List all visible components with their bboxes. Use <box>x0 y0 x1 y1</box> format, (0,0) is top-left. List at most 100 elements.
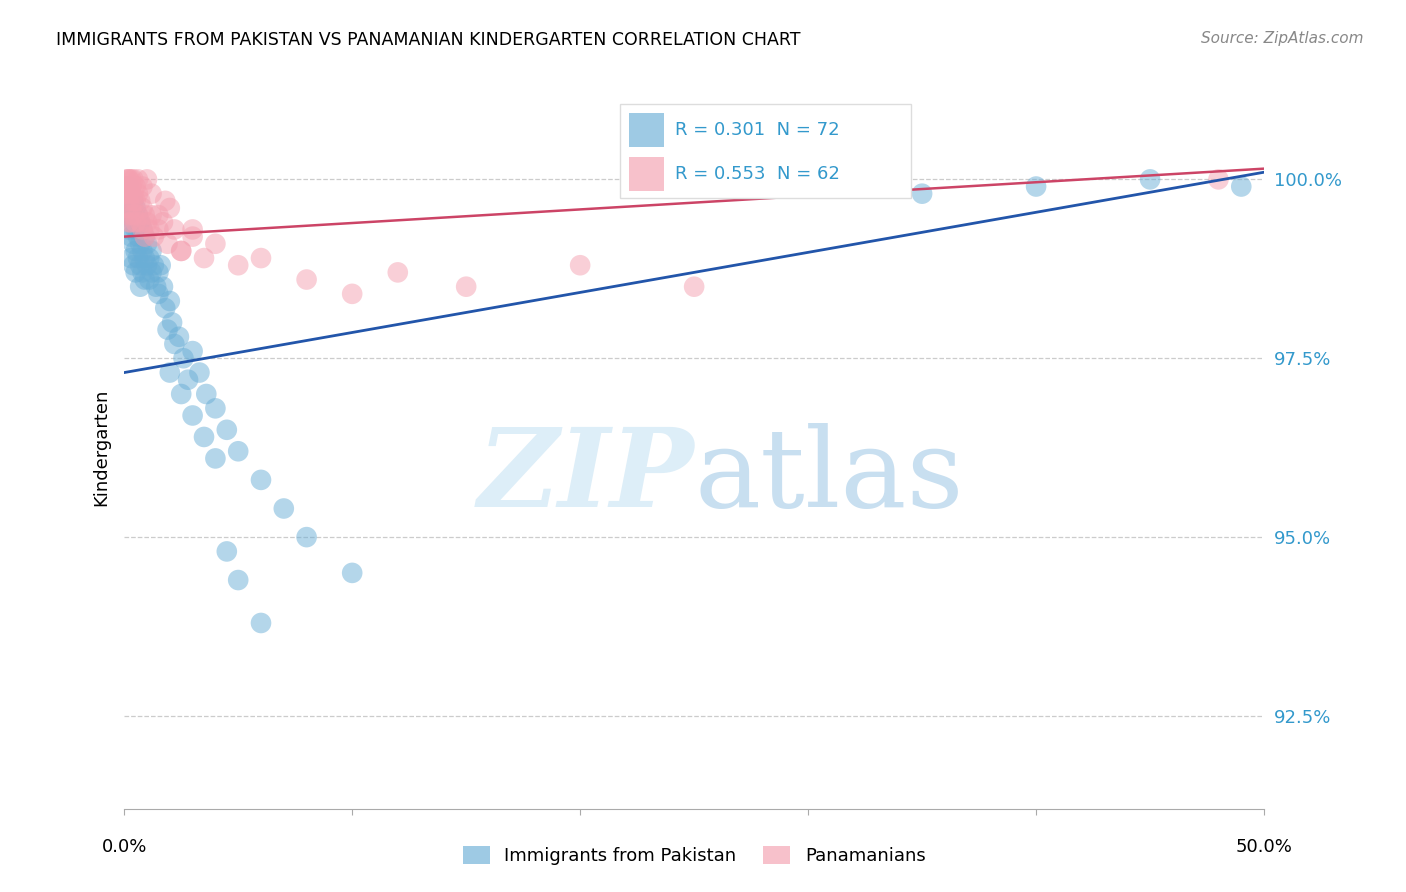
Point <box>129 258 152 272</box>
Point <box>163 222 186 236</box>
Point <box>215 423 238 437</box>
Point <box>683 279 706 293</box>
Point <box>124 179 146 194</box>
Point <box>129 236 152 251</box>
Point <box>160 316 183 330</box>
Point <box>1230 179 1253 194</box>
Point <box>131 179 153 194</box>
Point <box>120 172 142 186</box>
Point <box>131 201 153 215</box>
Point <box>127 172 149 186</box>
Point <box>118 215 141 229</box>
Point <box>193 430 215 444</box>
Point <box>120 229 142 244</box>
Point <box>226 258 249 272</box>
Point <box>136 258 159 272</box>
Point <box>569 258 592 272</box>
Point <box>122 258 145 272</box>
Point <box>141 186 163 201</box>
Point <box>129 215 152 229</box>
Point <box>122 186 145 201</box>
Point <box>204 401 226 416</box>
Point <box>159 366 181 380</box>
Text: IMMIGRANTS FROM PAKISTAN VS PANAMANIAN KINDERGARTEN CORRELATION CHART: IMMIGRANTS FROM PAKISTAN VS PANAMANIAN K… <box>56 31 801 49</box>
Legend: Immigrants from Pakistan, Panamanians: Immigrants from Pakistan, Panamanians <box>456 838 932 872</box>
Point <box>120 186 142 201</box>
Point <box>148 265 170 279</box>
Point <box>295 530 318 544</box>
Point <box>115 179 138 194</box>
Point <box>134 229 156 244</box>
Point <box>118 208 141 222</box>
Point <box>118 179 141 194</box>
Point <box>181 229 204 244</box>
Point <box>136 215 159 229</box>
Text: 50.0%: 50.0% <box>1236 838 1292 855</box>
Point <box>387 265 409 279</box>
Point <box>136 172 159 186</box>
Point <box>120 201 142 215</box>
Point <box>118 222 141 236</box>
Point <box>115 186 138 201</box>
Point <box>181 409 204 423</box>
Point <box>273 501 295 516</box>
Point <box>142 258 165 272</box>
Point <box>138 251 160 265</box>
Point <box>167 330 190 344</box>
Point <box>120 251 142 265</box>
Point <box>250 251 273 265</box>
Point <box>141 244 163 258</box>
Point <box>142 229 165 244</box>
Point <box>195 387 218 401</box>
Text: atlas: atlas <box>695 423 963 530</box>
Point <box>340 566 363 580</box>
Point <box>148 286 170 301</box>
Point <box>118 172 141 186</box>
Point <box>1025 179 1047 194</box>
Point <box>215 544 238 558</box>
Point <box>118 201 141 215</box>
Point <box>115 208 138 222</box>
Point <box>129 279 152 293</box>
Point <box>127 251 149 265</box>
Point <box>124 222 146 236</box>
Point <box>115 172 138 186</box>
Point <box>122 215 145 229</box>
Point <box>118 172 141 186</box>
Point <box>149 258 172 272</box>
Point <box>122 194 145 208</box>
Point <box>124 244 146 258</box>
Point <box>181 222 204 236</box>
Point <box>152 215 174 229</box>
Point <box>155 301 177 315</box>
Text: 0.0%: 0.0% <box>101 838 146 855</box>
Point <box>122 172 145 186</box>
Point <box>156 323 179 337</box>
Point <box>120 208 142 222</box>
Point <box>204 236 226 251</box>
Point <box>131 222 153 236</box>
Point <box>141 265 163 279</box>
Point <box>148 222 170 236</box>
Point <box>138 222 160 236</box>
Point <box>129 194 152 208</box>
Point <box>120 179 142 194</box>
Point <box>159 293 181 308</box>
Point <box>138 272 160 286</box>
Point <box>124 194 146 208</box>
Point <box>159 201 181 215</box>
Point <box>141 208 163 222</box>
Point <box>127 208 149 222</box>
Point <box>155 194 177 208</box>
Point <box>120 186 142 201</box>
Point <box>134 251 156 265</box>
Point <box>181 344 204 359</box>
Point <box>124 265 146 279</box>
Point <box>124 201 146 215</box>
Point <box>118 179 141 194</box>
Point <box>134 229 156 244</box>
Point <box>127 208 149 222</box>
Point <box>170 244 193 258</box>
Point <box>127 186 149 201</box>
Point <box>134 272 156 286</box>
